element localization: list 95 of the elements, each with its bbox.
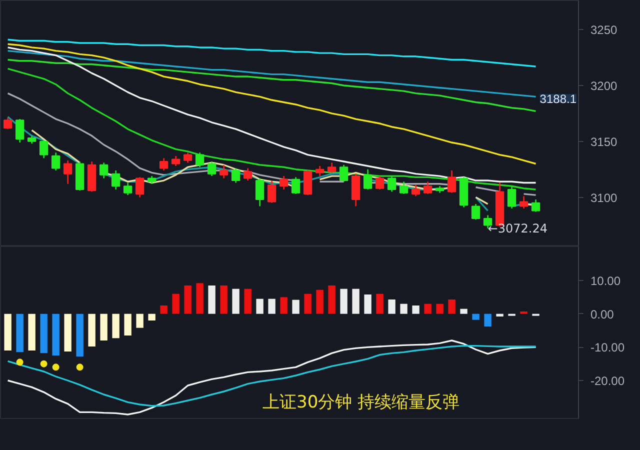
bar	[40, 314, 48, 354]
bar	[256, 298, 264, 314]
candlestick	[195, 152, 204, 168]
line-series	[6, 43, 537, 165]
candlestick	[231, 168, 240, 184]
candlestick	[447, 170, 456, 194]
candlestick	[339, 164, 348, 182]
y-tick-label: -20.00	[590, 374, 625, 388]
candlestick	[267, 180, 276, 204]
bar	[484, 314, 492, 326]
bar	[424, 304, 432, 314]
bar	[112, 314, 120, 338]
bar	[304, 294, 312, 314]
candlestick	[531, 198, 540, 212]
bar	[328, 286, 336, 314]
candlestick	[411, 184, 420, 197]
candlestick	[111, 170, 120, 190]
candlestick	[243, 168, 252, 182]
bar	[400, 304, 408, 314]
bar	[196, 283, 204, 314]
candlestick	[291, 176, 300, 195]
candlestick	[123, 182, 132, 196]
bar	[292, 300, 300, 314]
bar	[280, 297, 288, 314]
annotation: 上证30分钟 持续缩量反弹	[262, 392, 460, 412]
bar	[160, 306, 168, 314]
bar	[4, 314, 12, 350]
candlestick	[351, 173, 360, 207]
y-tick-label: 10.00	[590, 274, 621, 288]
bar	[136, 314, 144, 328]
candlestick	[519, 196, 528, 210]
bar	[472, 314, 480, 320]
candlestick	[303, 170, 312, 196]
candlestick	[423, 181, 432, 195]
line-series	[6, 58, 537, 112]
bar	[352, 288, 360, 314]
candlestick	[99, 162, 108, 179]
candlestick	[63, 160, 72, 184]
y-tick-label: -10.00	[590, 340, 625, 355]
candlestick	[219, 164, 228, 179]
bar	[124, 314, 132, 336]
bar	[100, 314, 108, 340]
bar	[28, 314, 36, 350]
candlestick	[255, 178, 264, 207]
bar	[184, 286, 192, 314]
bar	[148, 314, 156, 320]
bar	[388, 300, 396, 314]
bar	[76, 314, 84, 356]
bar	[412, 306, 420, 314]
candlestick	[315, 165, 324, 177]
bar	[172, 294, 180, 314]
bar	[436, 304, 444, 314]
bar	[496, 314, 504, 316]
bar	[16, 314, 24, 352]
y-tick-label: 3100	[590, 190, 618, 205]
candlestick	[387, 175, 396, 192]
bar	[460, 308, 468, 314]
candlestick	[51, 152, 60, 172]
candlestick	[207, 160, 216, 177]
bar	[52, 314, 60, 356]
candlestick	[135, 176, 144, 198]
candlestick	[375, 175, 384, 190]
candlestick	[15, 118, 24, 144]
candlestick	[471, 203, 480, 220]
line-series	[6, 340, 537, 416]
candlestick	[183, 152, 192, 164]
candlestick	[363, 168, 372, 190]
line-series	[6, 38, 537, 68]
candlestick	[507, 186, 516, 210]
candlestick	[327, 162, 336, 174]
candlestick	[279, 175, 288, 190]
bar	[244, 288, 252, 314]
y-tick-label: 0.00	[590, 307, 614, 322]
bar	[340, 288, 348, 314]
y-tick-label: 3200	[590, 78, 618, 93]
annotation: ←3072.24	[488, 221, 548, 236]
candlestick	[171, 155, 180, 167]
bar	[376, 294, 384, 314]
candlestick	[399, 181, 408, 195]
candlestick	[39, 140, 48, 159]
bar	[268, 298, 276, 314]
bar	[232, 288, 240, 314]
line-series	[6, 50, 537, 98]
annotation: 3188.1	[540, 92, 577, 106]
bar	[448, 300, 456, 314]
bar	[220, 286, 228, 314]
bar	[316, 290, 324, 314]
bar	[88, 314, 96, 346]
candlestick	[3, 117, 12, 130]
y-tick-label: 3150	[590, 134, 618, 149]
bar	[64, 314, 72, 352]
y-tick-label: 3250	[590, 23, 618, 38]
candlestick	[159, 158, 168, 172]
bar	[208, 286, 216, 314]
bar	[364, 294, 372, 314]
